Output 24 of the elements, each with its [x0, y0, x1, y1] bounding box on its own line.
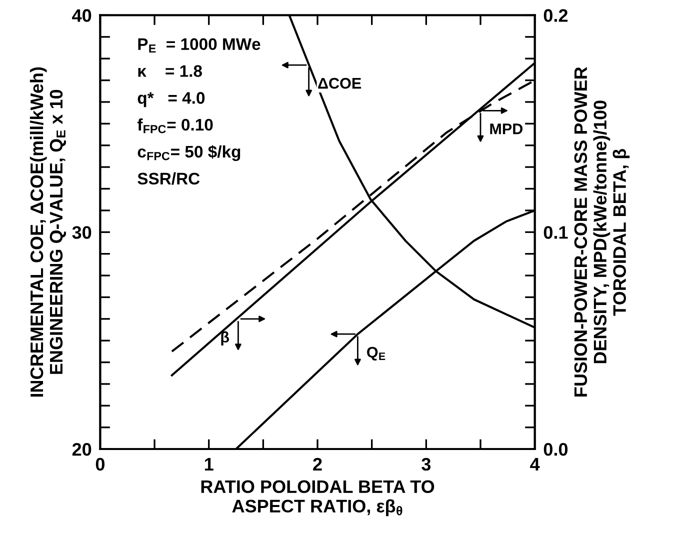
y2-axis-title: FUSION-POWER-CORE MASS POWER DENSITY, MPD(kWe/tonne)/100 TOROIDAL BETA, β	[574, 66, 630, 396]
annotation: κ = 1.8	[138, 65, 202, 77]
y-tick-label: 40	[72, 9, 92, 22]
annotation: q* = 4.0	[138, 92, 205, 108]
annotation: P$_{E}$ = 1000 MWe	[138, 38, 260, 52]
x-tick-label: 2	[313, 458, 322, 470]
y-axis-title: INCREMENTAL COE, ΔCOE(mill/kWeh) ENGINEERING Q-VALUE, Q$_{E}$ x 10	[30, 67, 66, 397]
annotation: β	[221, 331, 229, 346]
y-tick-label: 20	[72, 442, 92, 456]
x-axis-title: RATIO POLOIDAL BETA TO ASPECT RATIO, εβ$_{θ}$	[201, 480, 434, 516]
y2-tick-label: 0.1	[544, 226, 568, 239]
y-tick-label: 30	[72, 226, 92, 239]
annotation: SSR/RC	[138, 172, 200, 185]
annotation: MPD	[490, 124, 522, 134]
x-tick-label: 1	[204, 458, 214, 470]
x-tick-label: 0	[96, 458, 104, 471]
annotation: c$_{FPC}$= 50 $/kg	[138, 145, 240, 161]
y2-tick-label: 0.0	[544, 442, 568, 456]
y2-tick-label: 0.2	[544, 9, 568, 22]
annotation: f$_{FPC}$= 0.10	[137, 118, 213, 134]
annotation: ΔCOE	[318, 78, 362, 89]
annotation: Q$_{E}$	[367, 346, 386, 361]
x-tick-label: 3	[422, 458, 431, 471]
x-tick-label: 4	[530, 458, 540, 470]
